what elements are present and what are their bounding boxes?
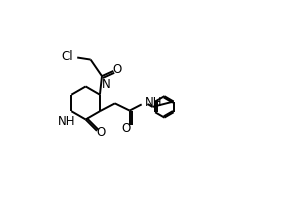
Text: N: N bbox=[102, 78, 111, 91]
Text: Cl: Cl bbox=[62, 50, 73, 63]
Text: O: O bbox=[121, 122, 131, 135]
Text: O: O bbox=[96, 126, 105, 139]
Text: O: O bbox=[112, 63, 121, 76]
Text: NH: NH bbox=[58, 115, 75, 128]
Text: NH: NH bbox=[144, 96, 162, 109]
